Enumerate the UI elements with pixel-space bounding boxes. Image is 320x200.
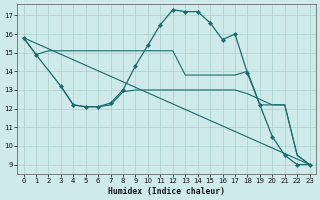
X-axis label: Humidex (Indice chaleur): Humidex (Indice chaleur) (108, 187, 225, 196)
